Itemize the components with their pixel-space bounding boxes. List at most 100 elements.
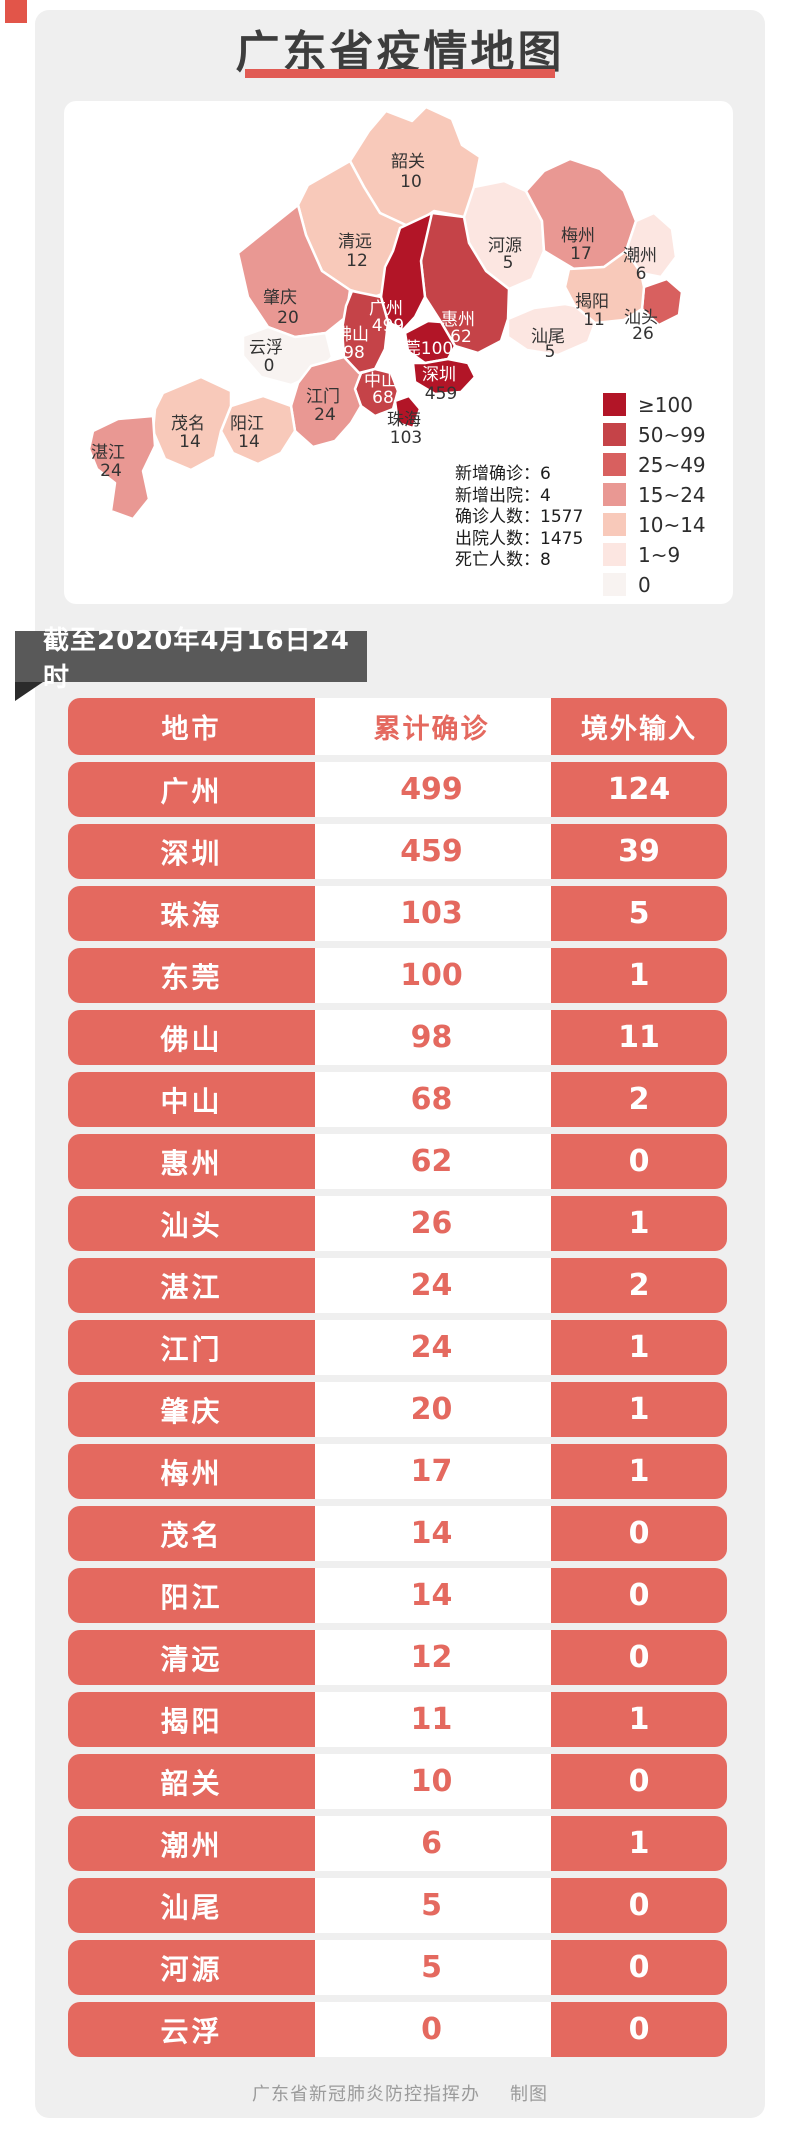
footer-credit: 广东省新冠肺炎防控指挥办 制图 xyxy=(35,2080,765,2106)
map-value-qingyuan: 12 xyxy=(346,251,368,271)
legend-label: ≥100 xyxy=(638,392,693,417)
stat-line: 死亡人数：8 xyxy=(455,550,551,570)
map-label-zhuhai: 珠海 xyxy=(387,410,421,430)
cell-confirmed: 6 xyxy=(315,1816,548,1871)
cell-confirmed: 12 xyxy=(315,1630,548,1685)
cell-imported: 2 xyxy=(548,1258,727,1313)
table-row: 潮州 6 1 xyxy=(68,1816,730,1871)
cell-confirmed: 5 xyxy=(315,1940,548,1995)
map-label-zhongshan: 中山 xyxy=(364,371,398,391)
cell-imported: 2 xyxy=(548,1072,727,1127)
cell-city: 广州 xyxy=(68,762,315,817)
cell-city: 佛山 xyxy=(68,1010,315,1065)
legend-item: 0 xyxy=(603,573,706,597)
cell-city: 汕尾 xyxy=(68,1878,315,1933)
map-label-heyuan: 河源 xyxy=(488,236,522,256)
map-value-foshan: 98 xyxy=(343,343,365,363)
map-value-shantou: 26 xyxy=(632,324,654,344)
cell-city: 东莞 xyxy=(68,948,315,1003)
cell-city: 韶关 xyxy=(68,1754,315,1809)
map-value-zhongshan: 68 xyxy=(372,388,394,408)
map-value-meizhou: 17 xyxy=(570,244,592,264)
table-row: 清远 12 0 xyxy=(68,1630,730,1685)
map-label-meizhou: 梅州 xyxy=(561,226,595,246)
map-label-qingyuan: 清远 xyxy=(338,232,372,252)
map-value-shaoguan: 10 xyxy=(400,172,422,192)
region-shenzhen xyxy=(411,357,477,396)
map-value-zhaoqing: 20 xyxy=(277,308,299,328)
region-chaozhou xyxy=(624,211,678,279)
cell-city: 阳江 xyxy=(68,1568,315,1623)
map-label-huizhou: 惠州 xyxy=(441,310,475,330)
region-jieyang xyxy=(563,249,646,325)
date-banner: 截至2020年4月16日24时 xyxy=(15,626,367,693)
table-row: 肇庆 20 1 xyxy=(68,1382,730,1437)
map-label-maoming: 茂名 xyxy=(171,414,205,434)
legend-label: 1~9 xyxy=(638,542,681,567)
cell-imported: 0 xyxy=(548,1754,727,1809)
footer-org: 广东省新冠肺炎防控指挥办 xyxy=(252,2084,480,2105)
cell-confirmed: 103 xyxy=(315,886,548,941)
region-zhanjiang xyxy=(87,414,157,521)
cell-confirmed: 14 xyxy=(315,1568,548,1623)
table-header-row: 地市 累计确诊 境外输入 xyxy=(68,698,730,755)
region-shanwei xyxy=(506,302,597,357)
cell-confirmed: 98 xyxy=(315,1010,548,1065)
map-value-zhanjiang: 24 xyxy=(100,461,122,481)
legend-swatch xyxy=(603,423,626,446)
stat-line: 出院人数：1475 xyxy=(455,528,584,549)
cell-confirmed: 499 xyxy=(315,762,548,817)
legend-item: ≥100 xyxy=(603,392,706,417)
cell-imported: 1 xyxy=(548,1816,727,1871)
cell-imported: 0 xyxy=(548,1134,727,1189)
cell-confirmed: 62 xyxy=(315,1134,548,1189)
legend-swatch xyxy=(603,543,626,566)
region-zhuhai xyxy=(393,394,422,430)
cell-imported: 1 xyxy=(548,1196,727,1251)
table-row: 阳江 14 0 xyxy=(68,1568,730,1623)
map-value-jieyang: 11 xyxy=(583,310,605,330)
map-label-yunfu: 云浮 xyxy=(249,338,283,358)
table-body: 广州 499 124 深圳 459 39 珠海 103 5 东莞 100 1 佛山 98 11 中山 68 2 惠州… xyxy=(68,762,730,2057)
map-value-yangjiang: 14 xyxy=(238,432,260,452)
table-row: 韶关 10 0 xyxy=(68,1754,730,1809)
table-row: 广州 499 124 xyxy=(68,762,730,817)
cell-city: 梅州 xyxy=(68,1444,315,1499)
map-value-heyuan: 5 xyxy=(503,253,514,273)
table-row: 汕头 26 1 xyxy=(68,1196,730,1251)
cell-city: 惠州 xyxy=(68,1134,315,1189)
cell-imported: 0 xyxy=(548,1506,727,1561)
map-value-maoming: 14 xyxy=(179,432,201,452)
map-label-guangzhou: 广州 xyxy=(369,299,403,319)
cell-imported: 0 xyxy=(548,1568,727,1623)
cell-city: 河源 xyxy=(68,1940,315,1995)
map-value-zhuhai: 103 xyxy=(390,428,422,448)
legend-label: 10~14 xyxy=(638,512,706,537)
cell-imported: 1 xyxy=(548,1382,727,1437)
epidemic-map-card: 韶关 10 清远 12 肇庆 20 云浮 0 河源 5 梅州 17 潮州 6 汕… xyxy=(64,101,733,604)
cell-confirmed: 0 xyxy=(315,2002,548,2057)
cell-city: 云浮 xyxy=(68,2002,315,2057)
cell-imported: 11 xyxy=(548,1010,727,1065)
cell-city: 肇庆 xyxy=(68,1382,315,1437)
cell-city: 珠海 xyxy=(68,886,315,941)
footer-credit-label: 制图 xyxy=(510,2084,548,2105)
map-label-shenzhen: 深圳 xyxy=(422,365,456,385)
table-row: 茂名 14 0 xyxy=(68,1506,730,1561)
cell-imported: 0 xyxy=(548,1940,727,1995)
cell-imported: 5 xyxy=(548,886,727,941)
cell-imported: 124 xyxy=(548,762,727,817)
map-label-jieyang: 揭阳 xyxy=(575,292,609,312)
guangdong-choropleth-map: 韶关 10 清远 12 肇庆 20 云浮 0 河源 5 梅州 17 潮州 6 汕… xyxy=(87,105,684,521)
map-label-shanwei: 汕尾 xyxy=(531,327,565,347)
legend-item: 1~9 xyxy=(603,542,706,567)
region-dongguan xyxy=(403,319,457,365)
map-value-chaozhou: 6 xyxy=(636,264,647,284)
cell-imported: 0 xyxy=(548,1630,727,1685)
map-label-shaoguan: 韶关 xyxy=(391,152,425,172)
legend-swatch xyxy=(603,573,626,596)
stat-line: 新增确诊：6 xyxy=(455,464,551,484)
table-row: 深圳 459 39 xyxy=(68,824,730,879)
map-label-chaozhou: 潮州 xyxy=(623,246,657,266)
cell-city: 汕头 xyxy=(68,1196,315,1251)
